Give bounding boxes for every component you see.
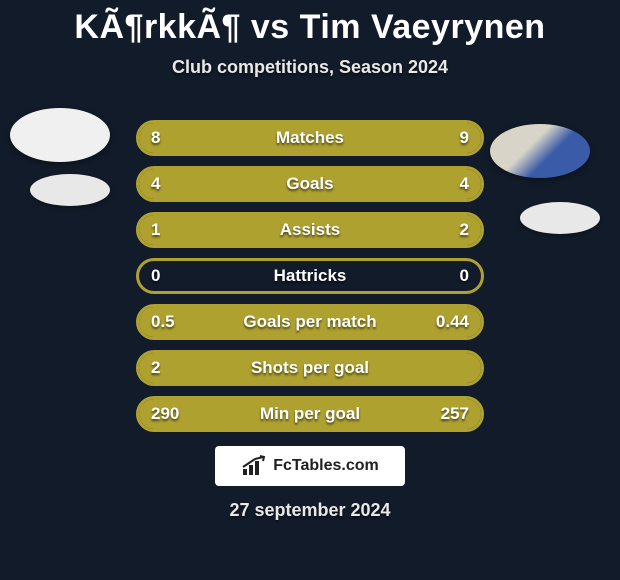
- page-title: KÃ¶rkkÃ¶ vs Tim Vaeyrynen: [0, 0, 620, 47]
- stat-label: Min per goal: [139, 404, 481, 424]
- stat-row: 290 Min per goal 257: [136, 396, 484, 432]
- stat-row: 0.5 Goals per match 0.44: [136, 304, 484, 340]
- stat-row: 1 Assists 2: [136, 212, 484, 248]
- chart-icon: [241, 455, 267, 477]
- team-chip-left: [30, 174, 110, 206]
- player-avatar-right: [490, 124, 590, 178]
- stat-row: 2 Shots per goal: [136, 350, 484, 386]
- stat-label: Shots per goal: [139, 358, 481, 378]
- stat-row: 4 Goals 4: [136, 166, 484, 202]
- stat-row: 0 Hattricks 0: [136, 258, 484, 294]
- date-label: 27 september 2024: [0, 500, 620, 521]
- subtitle: Club competitions, Season 2024: [0, 57, 620, 78]
- team-chip-right: [520, 202, 600, 234]
- stat-label: Goals: [139, 174, 481, 194]
- stat-row: 8 Matches 9: [136, 120, 484, 156]
- site-logo-text: FcTables.com: [273, 457, 379, 475]
- stat-value-right: 0: [460, 266, 469, 286]
- player-avatar-left: [10, 108, 110, 162]
- stats-container: 8 Matches 9 4 Goals 4 1 Assists 2 0 Hatt…: [136, 120, 484, 442]
- stat-value-right: 2: [460, 220, 469, 240]
- stat-label: Hattricks: [139, 266, 481, 286]
- site-logo[interactable]: FcTables.com: [215, 446, 405, 486]
- stat-value-right: 0.44: [436, 312, 469, 332]
- stat-value-right: 9: [460, 128, 469, 148]
- stat-value-right: 4: [460, 174, 469, 194]
- stat-label: Assists: [139, 220, 481, 240]
- stat-label: Matches: [139, 128, 481, 148]
- stat-label: Goals per match: [139, 312, 481, 332]
- stat-value-right: 257: [441, 404, 469, 424]
